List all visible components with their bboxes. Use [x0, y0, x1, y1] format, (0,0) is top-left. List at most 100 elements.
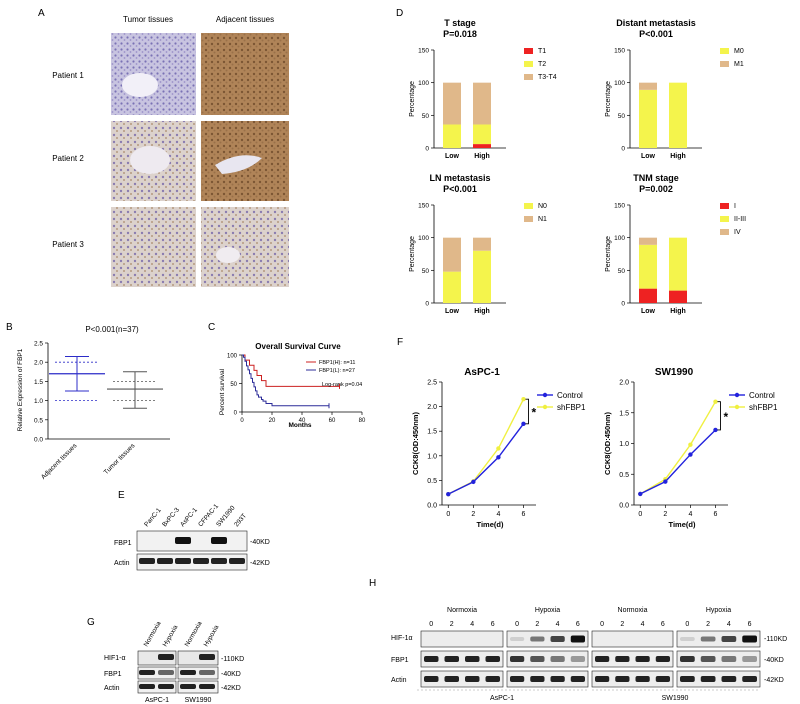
y-tick-label: 150 — [418, 48, 429, 55]
x-tick-label: 4 — [496, 511, 500, 518]
band — [635, 656, 650, 662]
band — [700, 636, 716, 642]
y-axis-label: Percentage — [409, 81, 416, 117]
data-point — [663, 479, 668, 484]
ihc-lumen — [215, 155, 262, 174]
y-axis-label: CCK8(OD:450nm) — [603, 412, 612, 475]
y-tick-label: 50 — [422, 268, 430, 275]
blot-strip — [420, 670, 504, 688]
panel-c-annotation: Log-rank p=0.04 — [322, 382, 362, 388]
band — [530, 676, 545, 682]
band — [424, 656, 439, 662]
bar-segment-m1 — [639, 82, 657, 90]
significance-bracket — [717, 401, 721, 431]
patient-label-3: Patient 3 — [52, 240, 84, 249]
x-tick-label: High — [474, 153, 490, 160]
bar-segment-t2 — [473, 124, 491, 145]
timepoint-label: 4 — [470, 621, 474, 628]
data-point — [688, 442, 693, 447]
legend-marker — [734, 392, 740, 398]
blot-strip — [591, 630, 674, 648]
band — [465, 656, 480, 662]
legend-label: N1 — [538, 216, 547, 223]
band — [510, 637, 525, 641]
lane-label: Hypoxia — [203, 624, 221, 648]
band-fbp1 — [158, 670, 174, 675]
survival-curve — [242, 354, 340, 387]
marker-actin: -42KD — [250, 560, 270, 567]
band — [700, 656, 716, 662]
chart-title: AsPC-1 — [464, 367, 500, 378]
row-label-actin: Actin — [114, 560, 130, 567]
panel-c-title: Overall Survival Curve — [255, 342, 341, 351]
legend-label: Control — [557, 391, 583, 400]
series-line-control — [639, 429, 716, 495]
panel-c-xlabel: Months — [288, 422, 311, 429]
band — [680, 676, 695, 682]
ihc-image-p3-tumor — [111, 207, 196, 287]
ihc-image-p1-adjacent — [201, 33, 289, 115]
line-chart-f-2: SW1990 CCK8(OD:450nm) Time(d) 0.0 0.5 1.0 1.5 2… — [603, 367, 778, 529]
legend-swatch — [524, 48, 533, 54]
chart-title: SW1990 — [655, 367, 694, 378]
blot-strip — [420, 650, 504, 668]
legend-label: M1 — [734, 61, 744, 68]
x-tick-label: Low — [445, 153, 460, 160]
y-axis-label: Percentage — [409, 236, 416, 272]
lane-label: Hypoxia — [162, 624, 180, 648]
band — [721, 656, 737, 662]
y-axis-label: CCK8(OD:450nm) — [411, 412, 420, 475]
timepoint-label: 4 — [641, 621, 645, 628]
band — [721, 676, 737, 682]
y-tick-label: 50 — [422, 113, 430, 120]
row-label-fbp1: FBP1 — [104, 671, 122, 678]
legend-label: T3-T4 — [538, 74, 557, 81]
legend-label: N0 — [538, 203, 547, 210]
y-tick-label: 0 — [425, 146, 429, 153]
timepoint-label: 6 — [576, 621, 580, 628]
band — [742, 656, 757, 662]
data-point — [496, 455, 501, 460]
lane-label: Normoxia — [143, 620, 163, 648]
band-fbp1 — [180, 670, 196, 675]
panel-letter-a: A — [38, 8, 45, 19]
legend-swatch — [524, 216, 533, 222]
y-tick-label: 2.0 — [619, 380, 629, 387]
band — [424, 676, 439, 682]
band — [615, 656, 630, 662]
y-tick-label: 0.0 — [34, 437, 43, 444]
legend-swatch — [720, 216, 729, 222]
band — [570, 635, 585, 643]
y-tick-label: 100 — [418, 80, 429, 87]
y-tick-label: 0.5 — [34, 417, 43, 424]
timepoint-label: 2 — [620, 621, 624, 628]
y-tick-label: 2.5 — [427, 380, 437, 387]
y-tick-label: 0 — [425, 301, 429, 308]
data-point — [521, 421, 526, 427]
blot-strip — [506, 670, 589, 688]
y-tick-label: 0.5 — [427, 478, 437, 485]
data-point — [446, 491, 451, 497]
chart-subtitle: P=0.018 — [443, 29, 477, 39]
marker-40kd: -40KD — [764, 657, 784, 664]
y-tick-label: 0.5 — [619, 472, 629, 479]
band-hif1a — [158, 654, 174, 660]
x-tick-label: 0 — [638, 511, 642, 518]
chart-subtitle: P<0.001 — [639, 29, 673, 39]
series-line-control — [447, 423, 525, 495]
legend-swatch — [524, 203, 533, 209]
data-point — [713, 399, 718, 404]
legend-label: shFBP1 — [749, 403, 778, 412]
legend-label-high: FBP1(H): n=11 — [319, 360, 355, 366]
y-tick-label: 0 — [621, 301, 625, 308]
patient-label-1: Patient 1 — [52, 71, 84, 80]
band-actin — [229, 558, 245, 564]
panel-c: C Overall Survival Curve Percent surviva… — [208, 322, 366, 429]
panel-letter-g: G — [87, 617, 95, 628]
chart-subtitle: P=0.002 — [639, 184, 673, 194]
x-tick-label: 0 — [240, 418, 244, 424]
bar-segment-n1 — [443, 237, 461, 272]
